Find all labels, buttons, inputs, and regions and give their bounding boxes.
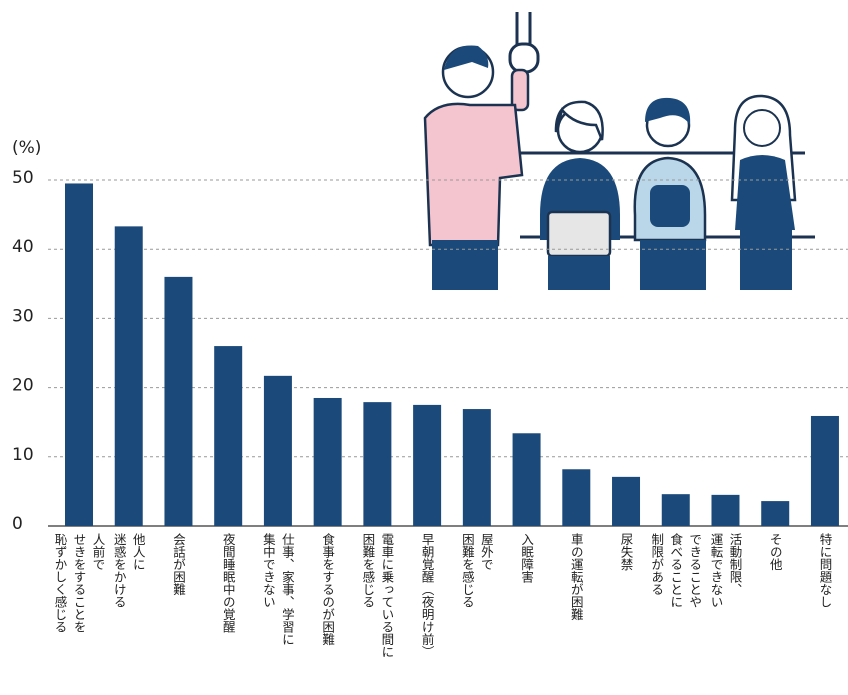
y-tick-label: 0: [12, 514, 23, 534]
x-tick-label: 他人に 迷惑をかける: [110, 533, 148, 608]
x-tick-label-line: 活動制限、: [727, 533, 743, 596]
x-tick-label-line: 困難を感じる: [459, 533, 475, 608]
bar: [612, 476, 641, 526]
bar: [214, 346, 243, 526]
x-tick-label: 屋外で 困難を感じる: [458, 533, 496, 608]
x-tick-label-line: 早朝覚醒（夜明け前）: [419, 533, 435, 658]
x-tick-label-line: 迷惑をかける: [111, 533, 127, 608]
bar: [761, 501, 790, 526]
x-tick-label: 尿失禁: [617, 533, 636, 571]
bar: [512, 433, 541, 526]
x-tick-label-line: 電車に乗っている間に: [379, 533, 395, 658]
x-tick-label-line: 運転できない: [708, 533, 724, 608]
x-tick-label-line: できることや: [687, 533, 703, 608]
x-tick-label: 車の運転が困難: [567, 533, 586, 621]
bar: [65, 183, 93, 526]
x-tick-label-line: 制限がある: [649, 533, 665, 596]
x-tick-label: 仕事、家事、学習に 集中できない: [259, 533, 297, 646]
bar: [313, 397, 342, 526]
x-tick-label-line: 会話が困難: [170, 533, 186, 596]
y-tick-label: 50: [12, 168, 34, 188]
x-tick-label: 会話が困難: [169, 533, 188, 596]
x-tick-label-line: 車の運転が困難: [568, 533, 584, 621]
illustration: [423, 12, 815, 290]
x-tick-label: 入眠障害: [517, 533, 536, 583]
bar: [164, 276, 193, 526]
x-tick-label-line: 人前で: [90, 533, 106, 571]
bar: [263, 375, 292, 526]
x-tick-label: 早朝覚醒（夜明け前）: [418, 533, 437, 658]
bar: [810, 415, 839, 526]
bar: [462, 409, 491, 526]
bar: [114, 226, 143, 526]
bar: [661, 494, 690, 526]
y-tick-label: 30: [12, 306, 34, 326]
x-tick-label: できることや 食べることに 制限がある: [647, 533, 704, 608]
x-tick-label: 夜間睡眠中の覚醒: [219, 533, 238, 633]
x-tick-label-line: 屋外で: [478, 533, 494, 571]
x-tick-label-line: 夜間睡眠中の覚醒: [220, 533, 236, 633]
x-tick-label: 人前で せきをすることを 恥ずかしく感じる: [51, 533, 108, 633]
y-tick-label: 10: [12, 445, 34, 465]
bar: [363, 402, 392, 526]
y-tick-label: 40: [12, 237, 34, 257]
x-tick-label-line: 特に問題なし: [817, 533, 833, 608]
x-tick-label: その他: [766, 533, 785, 571]
bar: [711, 494, 740, 526]
x-tick-label-line: 食事をするのが困難: [320, 533, 336, 646]
x-tick-label-line: 入眠障害: [519, 533, 535, 583]
bar: [413, 404, 442, 526]
x-tick-label-line: 食べることに: [668, 533, 684, 608]
x-tick-label: 特に問題なし: [815, 533, 834, 608]
y-axis-label: (%): [12, 138, 41, 158]
x-tick-label: 電車に乗っている間に 困難を感じる: [358, 533, 396, 658]
x-tick-label-line: せきをすることを: [71, 533, 87, 633]
x-tick-label-line: 仕事、家事、学習に: [279, 533, 295, 646]
bar: [562, 469, 591, 526]
x-tick-label-line: 集中できない: [260, 533, 276, 608]
x-tick-label-line: 尿失禁: [618, 533, 634, 571]
x-tick-label-line: 困難を感じる: [360, 533, 376, 608]
x-tick-label-line: その他: [767, 533, 783, 571]
x-tick-label: 食事をするのが困難: [318, 533, 337, 646]
y-tick-label: 20: [12, 376, 34, 396]
x-tick-label: 活動制限、 運転できない: [706, 533, 744, 608]
x-tick-label-line: 他人に: [130, 533, 146, 571]
x-tick-label-line: 恥ずかしく感じる: [52, 533, 68, 633]
